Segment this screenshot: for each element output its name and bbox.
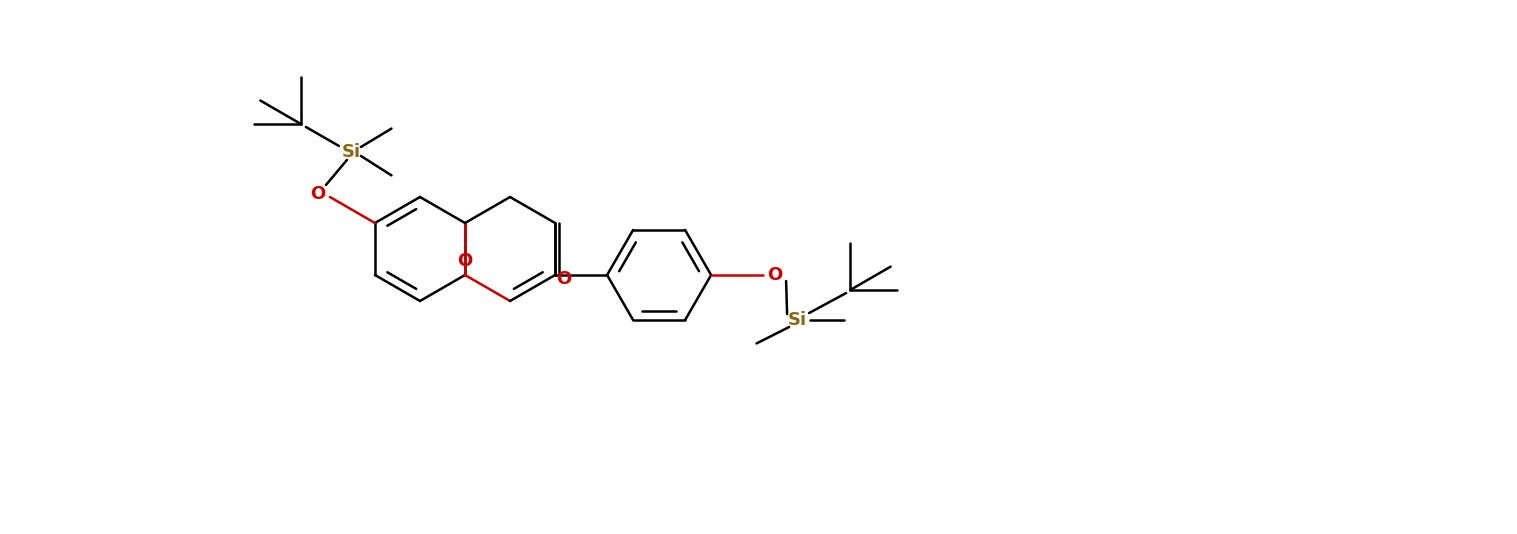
- Text: Si: Si: [787, 311, 807, 329]
- Text: O: O: [458, 252, 473, 270]
- Text: O: O: [768, 266, 783, 284]
- Text: O: O: [309, 185, 325, 203]
- Text: O: O: [557, 270, 572, 288]
- Text: Si: Si: [341, 143, 361, 161]
